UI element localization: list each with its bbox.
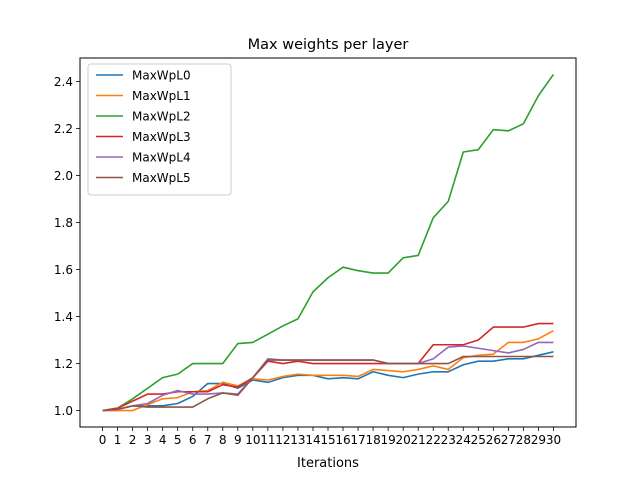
x-tick-label: 13 [290, 433, 305, 447]
y-axis: 1.0 1.2 1.4 1.6 1.8 2.0 2.2 2.4 [54, 75, 80, 418]
x-tick-label: 14 [305, 433, 320, 447]
x-tick-label: 10 [245, 433, 260, 447]
x-axis-label: Iterations [297, 456, 359, 471]
x-tick-label: 19 [380, 433, 395, 447]
legend-label: MaxWpL0 [132, 69, 191, 83]
x-tick-label: 15 [320, 433, 335, 447]
series-line-maxwpl1 [102, 329, 554, 412]
legend-label: MaxWpL2 [132, 110, 191, 124]
x-tick-label: 0 [99, 433, 107, 447]
legend-label: MaxWpL1 [132, 89, 191, 103]
x-tick-label: 1 [114, 433, 122, 447]
chart-title: Max weights per layer [248, 37, 409, 53]
y-tick-label: 1.8 [54, 216, 73, 230]
y-tick-label: 2.2 [54, 122, 73, 136]
x-tick-label: 24 [456, 433, 471, 447]
legend-box [87, 63, 232, 196]
x-tick-label: 8 [219, 433, 227, 447]
x-tick-label: 22 [426, 433, 441, 447]
legend-label: MaxWpL4 [132, 151, 191, 165]
x-tick-label: 11 [260, 433, 275, 447]
x-tick-label: 7 [204, 433, 212, 447]
series-layer [102, 73, 555, 412]
x-tick-label: 28 [516, 433, 531, 447]
y-tick-label: 1.4 [54, 310, 73, 324]
series-line-maxwpl3 [102, 322, 554, 412]
x-tick-label: 4 [159, 433, 167, 447]
legend-label: MaxWpL3 [132, 130, 191, 144]
series-line-maxwpl5 [102, 355, 554, 412]
y-tick-label: 1.6 [54, 263, 73, 277]
legend: MaxWpL0 MaxWpL1 MaxWpL2 MaxWpL3 MaxWpL4 MaxWp… [87, 63, 232, 196]
x-tick-label: 2 [129, 433, 137, 447]
y-tick-label: 1.0 [54, 404, 73, 418]
x-tick-label: 30 [546, 433, 561, 447]
x-tick-label: 9 [234, 433, 242, 447]
x-tick-label: 3 [144, 433, 152, 447]
x-tick-label: 20 [396, 433, 411, 447]
y-tick-label: 1.2 [54, 357, 73, 371]
x-tick-label: 18 [365, 433, 380, 447]
x-tick-label: 17 [350, 433, 365, 447]
series-line-maxwpl0 [102, 351, 554, 412]
x-tick-label: 21 [411, 433, 426, 447]
x-tick-label: 25 [471, 433, 486, 447]
y-tick-label: 2.0 [54, 169, 73, 183]
series-line-maxwpl2 [102, 73, 555, 412]
x-tick-label: 23 [441, 433, 456, 447]
x-tick-label: 6 [189, 433, 197, 447]
x-tick-label: 16 [335, 433, 350, 447]
legend-label: MaxWpL5 [132, 171, 191, 185]
x-tick-label: 27 [501, 433, 516, 447]
x-tick-label: 12 [275, 433, 290, 447]
x-axis: 0 1 2 3 4 5 6 7 8 9 10 11 12 13 14 15 16 17 18 19 20 21 22 23 24… [99, 427, 561, 447]
y-tick-label: 2.4 [54, 75, 73, 89]
x-tick-label: 29 [531, 433, 546, 447]
x-tick-label: 26 [486, 433, 501, 447]
x-tick-label: 5 [174, 433, 182, 447]
